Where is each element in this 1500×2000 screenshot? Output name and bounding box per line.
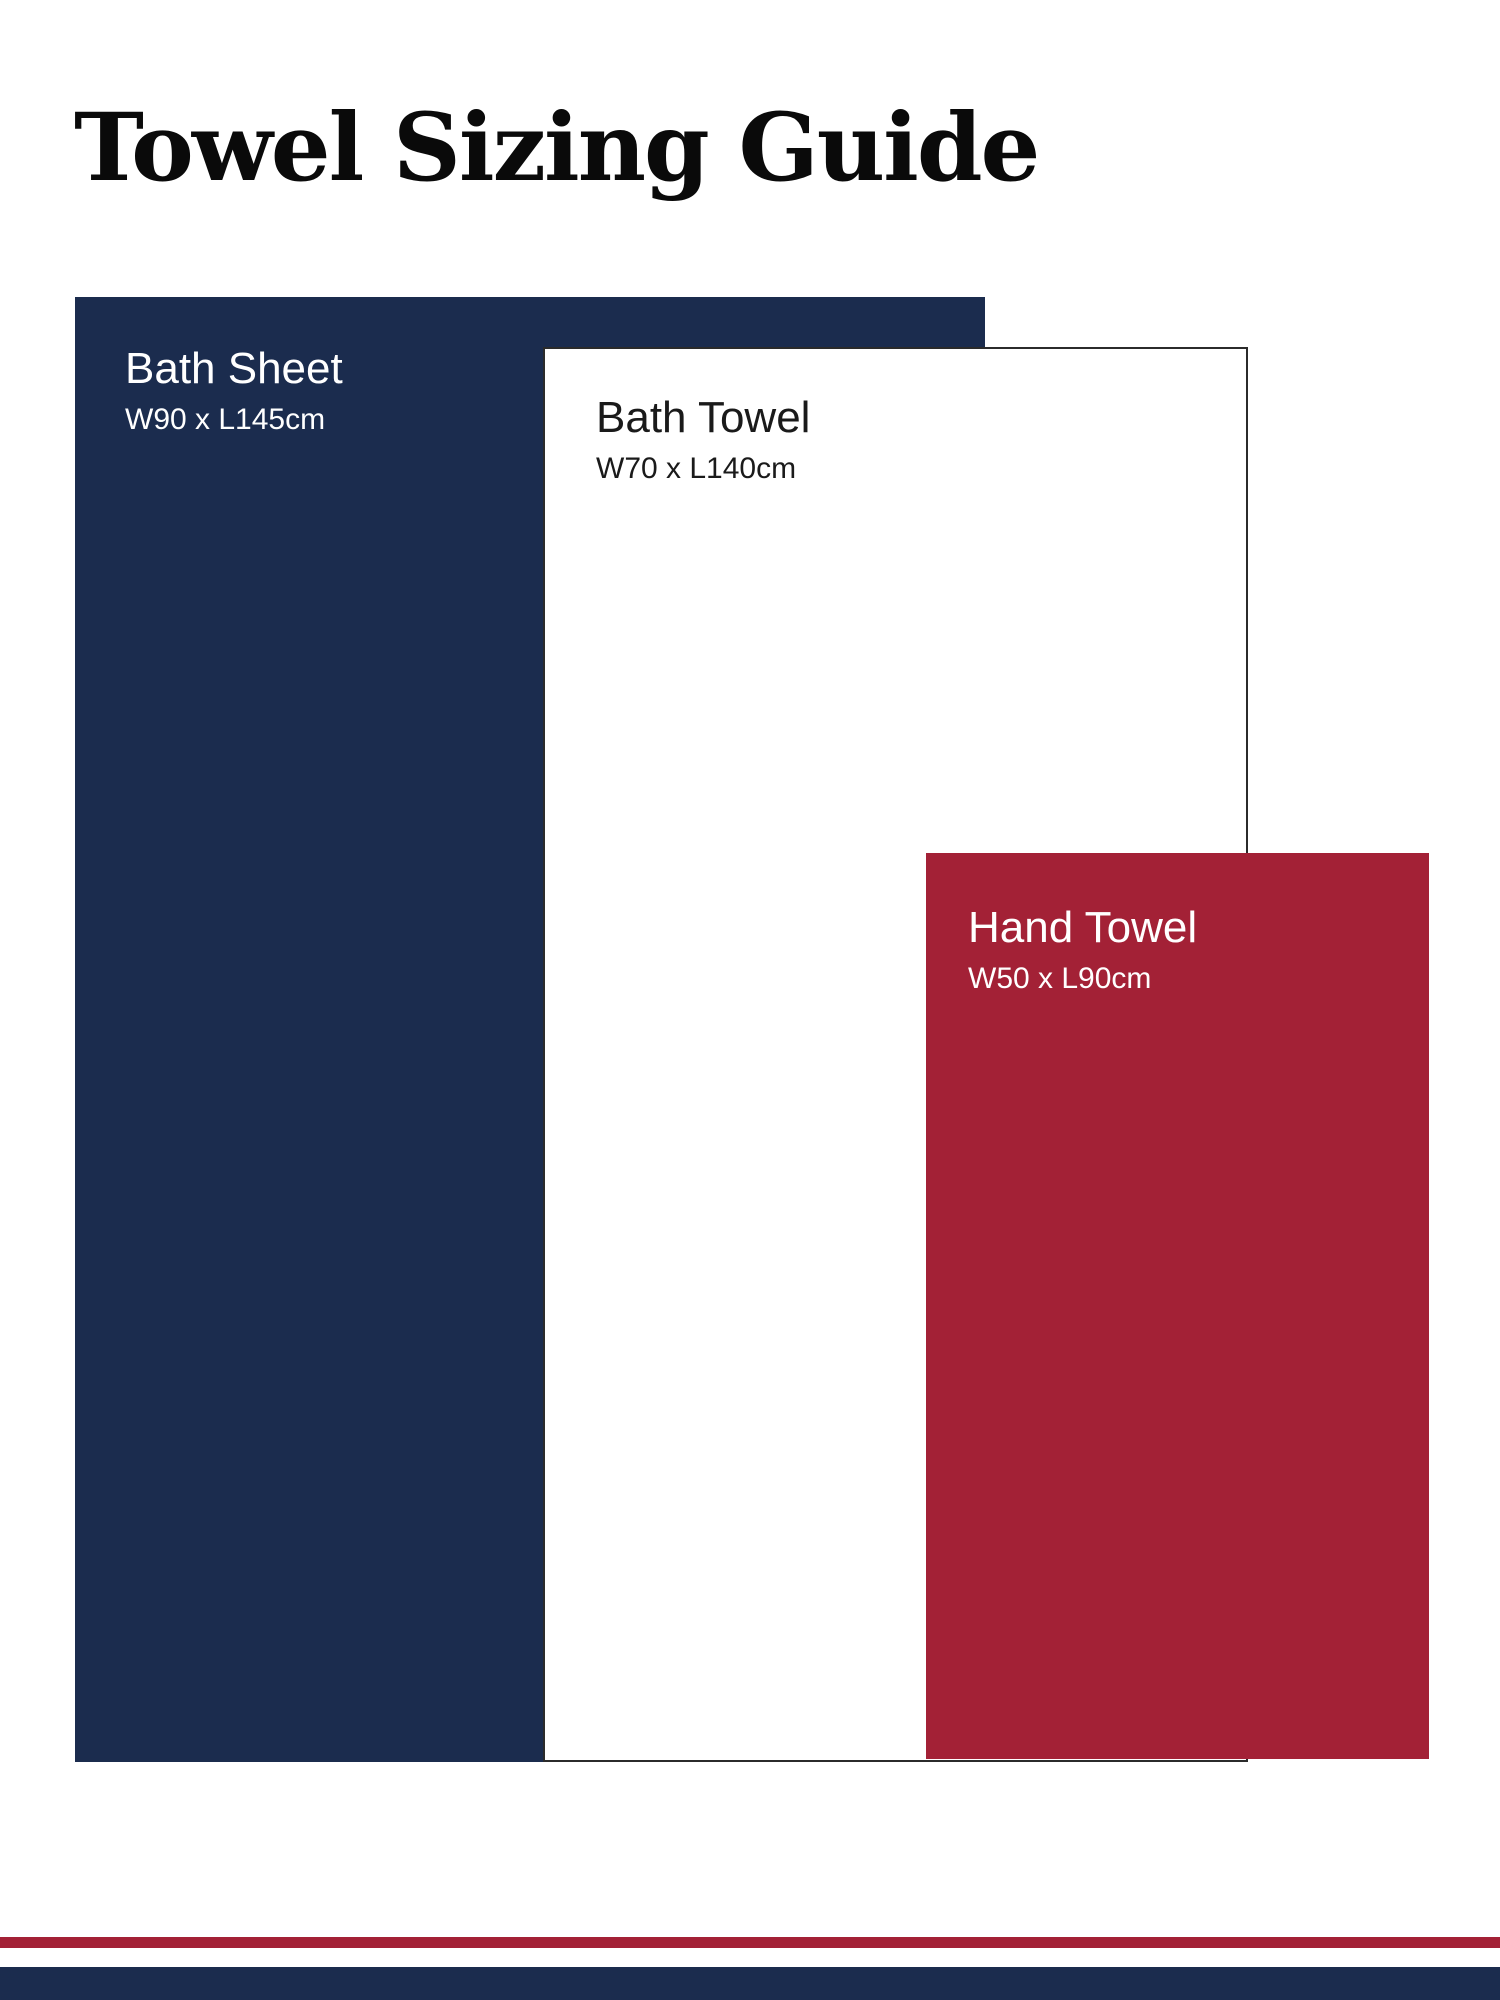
bath-towel-label: Bath Towel W70 x L140cm: [596, 392, 810, 487]
footer-red-stripe: [0, 1937, 1500, 1948]
bath-sheet-name: Bath Sheet: [125, 344, 343, 393]
hand-towel-name: Hand Towel: [968, 903, 1198, 952]
hand-towel-size: W50 x L90cm: [968, 961, 1152, 995]
bath-towel-size: W70 x L140cm: [596, 451, 797, 485]
bath-towel-name: Bath Towel: [596, 393, 811, 442]
bath-sheet-label: Bath Sheet W90 x L145cm: [125, 343, 343, 438]
footer-navy-bar: [0, 1967, 1500, 2000]
hand-towel-label: Hand Towel W50 x L90cm: [968, 902, 1197, 997]
bath-sheet-size: W90 x L145cm: [125, 402, 326, 436]
page-title: Towel Sizing Guide: [74, 93, 1040, 203]
towel-box-hand-towel: Hand Towel W50 x L90cm: [926, 853, 1429, 1759]
